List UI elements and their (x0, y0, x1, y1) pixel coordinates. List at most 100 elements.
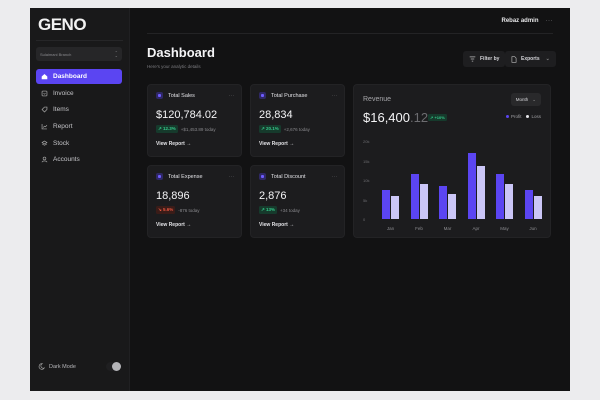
card-value: $120,784.02 (156, 109, 218, 121)
sales-icon (156, 92, 163, 99)
period-select-value: Month (515, 97, 529, 102)
more-icon[interactable]: ··· (228, 92, 235, 99)
bar-loss-apr[interactable] (476, 166, 485, 219)
page-title: Dashboard (147, 45, 215, 60)
x-tick-label: Jun (529, 226, 537, 231)
sidebar-item-items[interactable]: Items (36, 102, 122, 117)
bar-profit-may[interactable] (496, 174, 504, 219)
view-report-link[interactable]: View Report → (259, 222, 295, 228)
revenue-bar-chart: 20k 15k 10k 5k 0 Jan Feb Mar Apr May Jun (360, 139, 546, 235)
top-bar: Rebaz admin ··· (147, 8, 553, 34)
sidebar-item-label: Stock (53, 139, 70, 147)
revenue-amount-main: $16,400 (363, 110, 410, 125)
card-delta: -876 today (178, 207, 200, 213)
bar-loss-may[interactable] (505, 183, 513, 219)
sidebar: GENO Sulaimani Branch ⌃ ⌄ Dashboard Invoi… (30, 8, 130, 391)
card-value: 28,834 (259, 109, 293, 121)
stat-card-total-sales: Total Sales ··· $120,784.02 ↗ 12.3% +$1,4… (147, 84, 242, 157)
view-report-link[interactable]: View Report → (156, 141, 192, 147)
chart-legend: Profit Loss (501, 114, 541, 119)
chart-line-icon (40, 123, 48, 131)
x-tick-label: Feb (415, 226, 423, 231)
app-window: GENO Sulaimani Branch ⌃ ⌄ Dashboard Invoi… (30, 8, 570, 391)
tag-icon (40, 106, 48, 114)
dark-mode-label: Dark Mode (49, 363, 76, 370)
branch-selector-label: Sulaimani Branch (40, 51, 72, 57)
stat-card-total-discount: Total Discount ··· 2,876 ↗ 13% +34 today … (250, 165, 345, 238)
y-tick-label: 10k (363, 178, 370, 183)
bar-profit-mar[interactable] (439, 185, 447, 219)
more-icon[interactable]: ··· (331, 92, 338, 99)
sidebar-item-label: Invoice (53, 89, 74, 97)
users-icon (40, 156, 48, 164)
view-report-link[interactable]: View Report → (259, 141, 295, 147)
trend-badge: ↘ 5.6% (156, 206, 176, 214)
bar-loss-feb[interactable] (419, 183, 428, 219)
trend-badge: ↗ 20.1% (259, 125, 281, 133)
x-tick-label: Jan (386, 226, 395, 231)
card-title: Total Sales (168, 92, 195, 99)
sidebar-item-stock[interactable]: Stock (36, 136, 122, 151)
sidebar-item-label: Report (53, 123, 73, 131)
invoice-icon (40, 89, 48, 97)
expense-icon (156, 173, 163, 180)
sidebar-item-invoice[interactable]: Invoice (36, 86, 122, 101)
divider (36, 40, 123, 41)
y-tick-label: 15k (363, 158, 370, 164)
chevron-updown-icon: ⌃ ⌄ (114, 50, 118, 58)
home-icon (40, 73, 48, 81)
main-content: Rebaz admin ··· Dashboard Here's your an… (130, 8, 570, 391)
legend-loss: Loss (526, 114, 541, 119)
bar-loss-jan[interactable] (391, 195, 399, 219)
card-delta: +$1,453.89 today (180, 126, 216, 132)
more-icon[interactable]: ··· (228, 173, 235, 180)
bar-profit-apr[interactable] (467, 152, 476, 219)
chevron-down-icon: ⌄ (532, 96, 536, 102)
y-tick-label: 20k (363, 139, 370, 144)
revenue-amount-decimal: .12 (410, 110, 429, 125)
revenue-card: Revenue $16,400.12 ↗ +10% Month ⌄ Profit … (353, 84, 551, 238)
filter-icon (469, 56, 476, 62)
stat-card-total-purchase: Total Purchase ··· 28,834 ↗ 20.1% +2,676 … (250, 84, 345, 157)
dark-mode-toggle[interactable] (106, 362, 121, 371)
bar-profit-jan[interactable] (382, 189, 390, 219)
discount-icon (259, 173, 266, 180)
sidebar-item-label: Accounts (53, 156, 80, 164)
sidebar-item-label: Dashboard (53, 73, 87, 80)
sidebar-item-dashboard[interactable]: Dashboard (36, 69, 122, 84)
more-icon[interactable]: ··· (545, 17, 553, 24)
logo: GENO (38, 15, 87, 34)
dark-mode-row: Dark Mode (38, 362, 121, 371)
x-tick-label: Apr (472, 226, 480, 231)
filter-button-label: Filter by (480, 56, 500, 62)
chevron-down-icon: ⌄ (545, 56, 550, 62)
bar-loss-mar[interactable] (448, 193, 456, 219)
bar-profit-jun[interactable] (524, 189, 533, 219)
bar-loss-jun[interactable] (533, 195, 542, 219)
x-tick-label: May (500, 226, 509, 231)
card-title: Total Expense (168, 173, 203, 180)
legend-profit: Profit (505, 114, 521, 119)
card-value: 18,896 (156, 190, 190, 202)
revenue-amount: $16,400.12 (363, 110, 428, 125)
page-subtitle: Here's your analytic details (147, 64, 201, 69)
revenue-trend-badge: ↗ +10% (428, 114, 447, 121)
y-tick-label: 5k (363, 197, 368, 203)
sidebar-item-label: Items (53, 106, 69, 114)
more-icon[interactable]: ··· (331, 173, 338, 180)
card-value: 2,876 (259, 190, 287, 202)
sidebar-item-accounts[interactable]: Accounts (36, 152, 122, 167)
purchase-icon (259, 92, 266, 99)
period-select[interactable]: Month ⌄ (510, 93, 541, 106)
user-name[interactable]: Rebaz admin (501, 17, 539, 24)
sidebar-item-report[interactable]: Report (36, 119, 122, 134)
branch-selector[interactable]: Sulaimani Branch ⌃ ⌄ (36, 47, 122, 61)
bar-profit-feb[interactable] (410, 174, 419, 219)
exports-button-label: Exports (521, 56, 540, 62)
trend-badge: ↗ 13% (259, 206, 278, 214)
view-report-link[interactable]: View Report → (156, 222, 192, 228)
exports-button[interactable]: Exports ⌄ (505, 51, 556, 67)
layers-icon (40, 139, 48, 147)
card-title: Total Purchase (271, 92, 308, 99)
filter-button[interactable]: Filter by (463, 51, 506, 67)
